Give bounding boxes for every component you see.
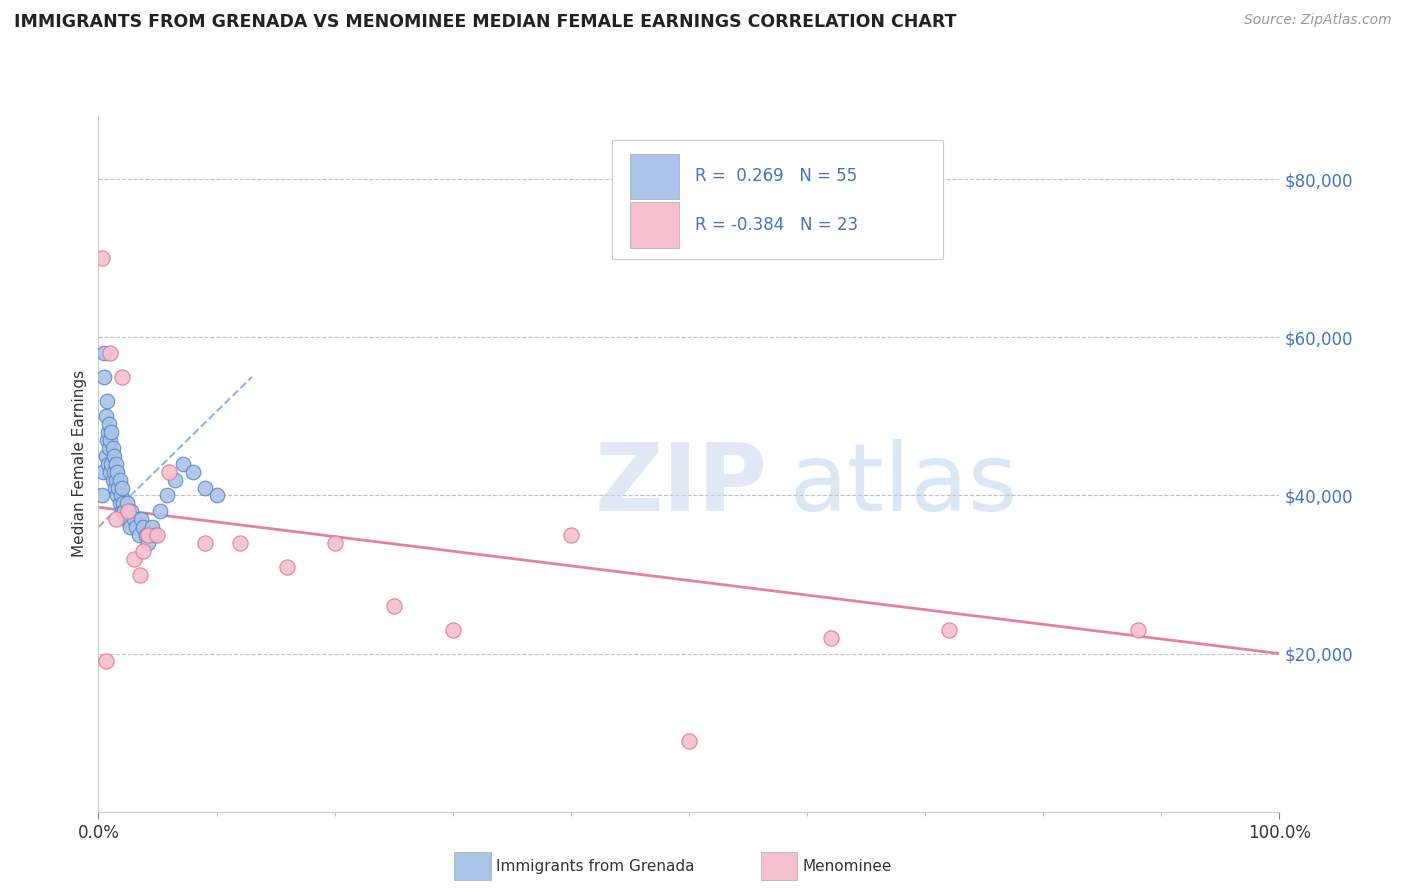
Text: R = -0.384   N = 23: R = -0.384 N = 23 <box>695 216 858 235</box>
Point <box>115 496 138 510</box>
Point <box>135 528 157 542</box>
Point <box>125 520 148 534</box>
Point <box>108 496 131 510</box>
Point <box>121 504 143 518</box>
Point <box>118 512 141 526</box>
Point <box>120 520 142 534</box>
Point <box>103 449 125 463</box>
Point <box>323 536 346 550</box>
Point <box>94 655 117 669</box>
Point <box>128 528 150 542</box>
Point <box>132 544 155 558</box>
Point <box>229 536 252 550</box>
Point <box>97 425 120 440</box>
Point <box>104 481 127 495</box>
Text: IMMIGRANTS FROM GRENADA VS MENOMINEE MEDIAN FEMALE EARNINGS CORRELATION CHART: IMMIGRANTS FROM GRENADA VS MENOMINEE MED… <box>14 13 956 31</box>
Point <box>560 528 582 542</box>
Point <box>105 457 128 471</box>
Point <box>93 370 115 384</box>
Point <box>141 520 163 534</box>
Point <box>122 512 145 526</box>
Point <box>129 512 152 526</box>
Point <box>165 473 187 487</box>
Point <box>94 409 117 424</box>
Point <box>100 425 122 440</box>
Point <box>276 559 298 574</box>
Point <box>110 488 132 502</box>
Point <box>103 465 125 479</box>
Point <box>98 441 121 455</box>
Point <box>105 465 128 479</box>
Point <box>112 496 135 510</box>
Point <box>157 465 180 479</box>
Point <box>194 481 217 495</box>
Point <box>91 465 114 479</box>
Text: Immigrants from Grenada: Immigrants from Grenada <box>496 859 695 873</box>
Point <box>205 488 228 502</box>
Text: Menominee: Menominee <box>803 859 893 873</box>
Point <box>107 481 129 495</box>
Point <box>194 536 217 550</box>
Point <box>111 370 134 384</box>
Point <box>122 551 145 566</box>
Point <box>820 631 842 645</box>
Point <box>91 488 114 502</box>
Point <box>136 528 159 542</box>
Point <box>98 465 121 479</box>
Text: Source: ZipAtlas.com: Source: ZipAtlas.com <box>1244 13 1392 28</box>
Y-axis label: Median Female Earnings: Median Female Earnings <box>72 370 87 558</box>
Point <box>382 599 405 614</box>
Text: atlas: atlas <box>789 439 1018 531</box>
Point <box>111 504 134 518</box>
Point <box>96 393 118 408</box>
Point <box>136 536 159 550</box>
Point <box>96 433 118 447</box>
Point <box>132 520 155 534</box>
Point <box>114 512 136 526</box>
FancyBboxPatch shape <box>630 153 679 200</box>
Point <box>101 473 124 487</box>
Point <box>100 457 122 471</box>
Point <box>101 441 124 455</box>
Point <box>128 567 150 582</box>
Point <box>678 733 700 747</box>
Point <box>105 488 128 502</box>
Point <box>91 252 114 266</box>
Point <box>172 457 194 471</box>
Point <box>938 623 960 637</box>
Point <box>143 528 166 542</box>
Point <box>98 433 121 447</box>
Point <box>117 504 139 518</box>
Point <box>111 481 134 495</box>
Point <box>108 473 131 487</box>
Point <box>98 417 121 432</box>
Point <box>156 488 179 502</box>
Point <box>149 504 172 518</box>
Text: ZIP: ZIP <box>595 439 768 531</box>
Text: R =  0.269   N = 55: R = 0.269 N = 55 <box>695 168 858 186</box>
FancyBboxPatch shape <box>630 202 679 248</box>
Point <box>441 623 464 637</box>
FancyBboxPatch shape <box>612 140 943 259</box>
Point <box>94 449 117 463</box>
Point <box>105 473 128 487</box>
Point <box>117 504 139 518</box>
Point <box>93 346 115 360</box>
Point <box>105 512 128 526</box>
Point <box>112 504 135 518</box>
Point <box>146 528 169 542</box>
Point <box>181 465 204 479</box>
Point <box>98 346 121 360</box>
Point <box>1126 623 1149 637</box>
Point <box>97 457 120 471</box>
